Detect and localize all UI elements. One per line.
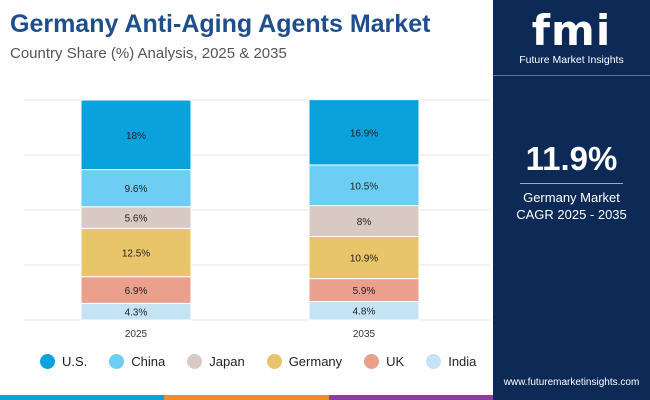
chart-legend: U.S. China Japan Germany UK India xyxy=(40,354,498,369)
data-label: 8% xyxy=(357,217,372,228)
data-label: 10.5% xyxy=(350,181,378,192)
data-label: 10.9% xyxy=(350,254,378,265)
bar-segment-germany-2025 xyxy=(80,227,192,278)
cagr-rule xyxy=(520,183,623,184)
legend-label: India xyxy=(448,354,477,369)
bar-segment-japan-2035 xyxy=(308,205,420,237)
bar-segment-us-2035 xyxy=(308,99,420,166)
data-label: 12.5% xyxy=(122,249,150,260)
stacked-bar-chart: 4.3% 6.9% 12.5% 5.6% 9.6% 18% 2025 4.8% 5.9% 10.9… xyxy=(24,99,490,340)
chart-subtitle: Country Share (%) Analysis, 2025 & 2035 xyxy=(10,45,287,62)
legend-item-uk: UK xyxy=(364,354,404,369)
legend-swatch xyxy=(40,354,55,369)
legend-item-china: China xyxy=(109,354,165,369)
legend-swatch xyxy=(364,354,380,369)
panel-divider xyxy=(493,75,650,76)
data-label: 16.9% xyxy=(350,128,378,139)
data-label: 18% xyxy=(126,131,146,142)
data-label: 9.6% xyxy=(125,184,148,195)
bottom-color-strip xyxy=(0,395,493,400)
data-label: 4.8% xyxy=(353,307,376,318)
cagr-label: Germany Market CAGR 2025 - 2035 xyxy=(493,189,650,223)
legend-swatch xyxy=(187,354,203,369)
data-label: 4.3% xyxy=(125,308,148,319)
legend-swatch xyxy=(266,354,282,369)
cagr-label-line1: Germany Market xyxy=(523,190,620,205)
bottom-strip-segment xyxy=(164,395,329,400)
legend-label: UK xyxy=(386,354,405,369)
legend-swatch xyxy=(109,354,125,369)
legend-item-us: U.S. xyxy=(40,354,87,369)
legend-label: U.S. xyxy=(62,354,88,369)
legend-label: Germany xyxy=(288,354,343,369)
cagr-value: 11.9% xyxy=(525,140,618,177)
logo-subtext: Future Market Insights xyxy=(519,54,624,66)
bottom-strip-segment xyxy=(328,395,493,400)
x-tick-label: 2025 xyxy=(125,329,148,340)
brand-panel: fmi Future Market Insights 11.9% Germany… xyxy=(493,0,650,400)
bar-segment-china-2035 xyxy=(308,164,420,207)
x-tick-label: 2035 xyxy=(353,329,376,340)
bar-segment-china-2025 xyxy=(80,169,192,208)
legend-item-india: India xyxy=(426,354,476,369)
legend-swatch xyxy=(426,354,442,369)
fmi-logo: fmi Future Market Insights xyxy=(493,6,650,66)
bar-segment-germany-2035 xyxy=(308,235,420,280)
data-label: 6.9% xyxy=(125,286,148,297)
legend-label: China xyxy=(131,354,166,369)
legend-label: Japan xyxy=(209,354,245,369)
data-label: 5.9% xyxy=(353,286,376,297)
legend-item-japan: Japan xyxy=(187,354,245,369)
bar-segment-us-2025 xyxy=(80,99,192,171)
website-link[interactable]: www.futuremarketinsights.com xyxy=(503,377,640,388)
chart-title: Germany Anti-Aging Agents Market xyxy=(10,10,431,38)
bottom-strip-segment xyxy=(0,395,165,400)
legend-item-germany: Germany xyxy=(266,354,343,369)
logo-wordmark: fmi xyxy=(531,6,612,55)
cagr-label-line2: CAGR 2025 - 2035 xyxy=(516,207,627,222)
data-label: 5.6% xyxy=(125,214,148,225)
